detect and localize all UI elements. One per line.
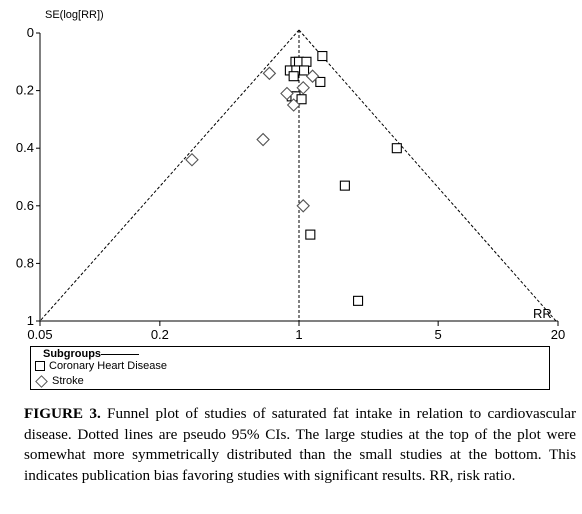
y-tick-label: 0.4 — [16, 140, 34, 155]
stroke-point — [296, 199, 310, 213]
y-tick-label: 0.8 — [16, 255, 34, 270]
x-tick-label: 0.05 — [27, 327, 52, 342]
diamond-marker-icon — [35, 374, 48, 388]
chd-point — [298, 65, 310, 76]
funnel-plot: 00.20.40.60.810.05 0.2 1 5 20 SE(log[RR]) RR — [16, 9, 565, 342]
stroke-point — [256, 132, 270, 147]
x-axis-label: RR — [533, 306, 552, 321]
chd-point — [353, 295, 364, 306]
stroke-point — [286, 98, 301, 112]
y-tick-label: 0.2 — [16, 83, 34, 98]
legend-label-stroke: Stroke — [52, 375, 84, 387]
legend-divider — [101, 354, 139, 355]
chd-point — [288, 71, 299, 82]
y-tick-label: 0 — [27, 25, 34, 40]
x-tick-label: 5 — [435, 327, 442, 342]
legend-title: Subgroups — [43, 348, 102, 360]
ci-line-left — [39, 29, 300, 322]
caption-text: Funnel plot of studies of saturated fat … — [24, 405, 576, 484]
legend-item-chd: Coronary Heart Disease — [35, 360, 167, 372]
legend-label-chd: Coronary Heart Disease — [49, 360, 167, 372]
chd-point — [305, 229, 316, 240]
chd-point — [315, 76, 326, 88]
square-marker-icon — [35, 361, 45, 371]
chd-point — [301, 56, 312, 67]
stroke-point — [185, 152, 199, 167]
ci-line-right — [298, 29, 557, 322]
axes: 00.20.40.60.810.05 0.2 1 5 20 — [16, 25, 565, 342]
stroke-point — [280, 86, 294, 101]
figure-caption: FIGURE 3. Funnel plot of studies of satu… — [24, 404, 576, 486]
funnel-ci-lines — [39, 29, 557, 322]
y-tick-label: 0.6 — [16, 198, 34, 213]
legend: Subgroups Coronary Heart Disease Stroke — [30, 346, 550, 390]
y-axis-label: SE(log[RR]) — [45, 9, 104, 21]
chd-point — [296, 94, 307, 105]
y-tick-label: 1 — [27, 313, 34, 328]
caption-label: FIGURE 3. — [24, 405, 101, 422]
data-points — [185, 50, 402, 306]
stroke-point — [296, 80, 310, 95]
chd-point — [391, 143, 402, 154]
chd-point — [317, 50, 328, 62]
legend-item-stroke: Stroke — [35, 374, 84, 388]
chd-point — [339, 180, 350, 191]
stroke-point — [305, 69, 320, 83]
x-tick-label: 1 — [295, 327, 302, 342]
stroke-point — [262, 66, 277, 81]
x-tick-label: 0.2 — [151, 327, 169, 342]
x-tick-label: 20 — [551, 327, 565, 342]
